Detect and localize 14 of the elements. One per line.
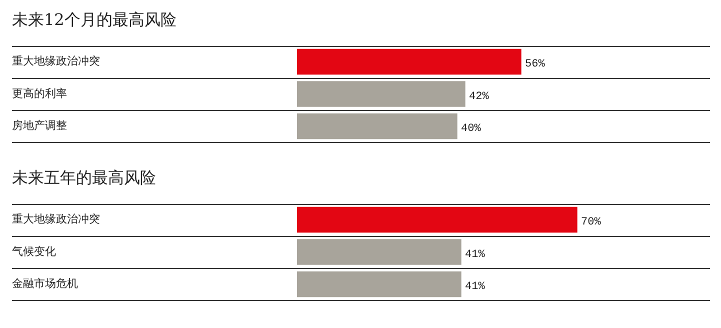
data-label: 41% xyxy=(465,281,486,294)
text: 未来五年的最高风险 xyxy=(12,168,156,189)
data-label: 40% xyxy=(461,123,482,136)
y-tick-label: 重大地缘政治冲突 xyxy=(12,212,100,226)
data-label: 56% xyxy=(525,58,546,71)
y-tick-label: 重大地缘政治冲突 xyxy=(12,54,100,68)
y-tick-label: 房地产调整 xyxy=(12,119,67,132)
data-label: 42% xyxy=(469,90,490,103)
data-label: 41% xyxy=(465,248,486,261)
data-label: 70% xyxy=(581,216,602,229)
y-tick-label: 更高的利率 xyxy=(12,86,67,100)
y-tick-label: 气候变化 xyxy=(12,244,56,258)
y-tick-label: 金融市场危机 xyxy=(12,277,78,290)
text: 未来12个月的最高风险 xyxy=(12,10,176,31)
